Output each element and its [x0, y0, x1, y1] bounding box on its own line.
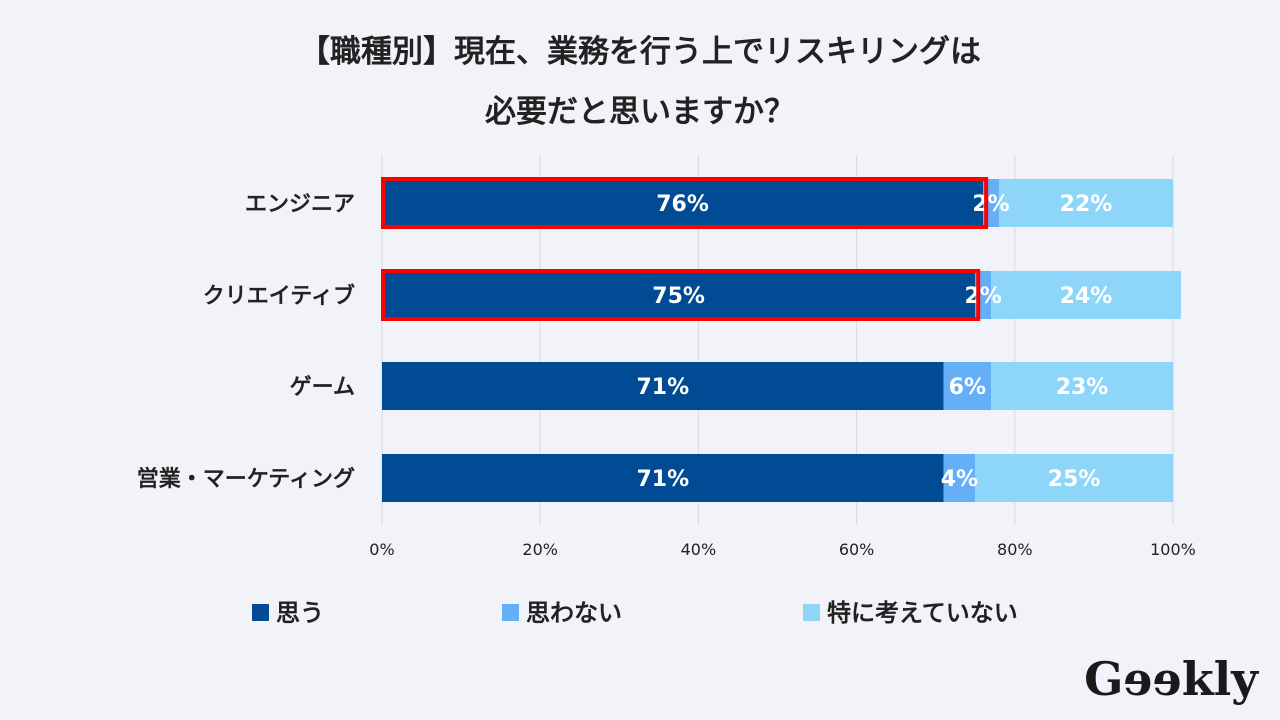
bar-segment — [975, 454, 1173, 502]
data-label: 2% — [972, 192, 1009, 217]
category-label: 営業・マーケティング — [137, 466, 355, 492]
bar-segment — [991, 362, 1173, 410]
highlight-box — [381, 269, 981, 321]
bar-segment — [382, 271, 976, 319]
data-label: 4% — [941, 467, 978, 492]
data-label: 25% — [1048, 467, 1101, 492]
x-tick-label: 60% — [839, 540, 875, 559]
x-tick-label: 80% — [997, 540, 1033, 559]
data-label: 23% — [1056, 375, 1109, 400]
data-label: 22% — [1060, 192, 1113, 217]
legend-swatch — [252, 604, 269, 621]
data-label: 71% — [636, 375, 689, 400]
bar-segment — [382, 362, 944, 410]
legend-label: 思わない — [526, 599, 622, 627]
bar-segment — [382, 454, 944, 502]
category-label: エンジニア — [245, 192, 355, 217]
legend-swatch — [502, 604, 519, 621]
data-label: 24% — [1060, 284, 1113, 309]
data-label: 71% — [636, 467, 689, 492]
data-label: 76% — [656, 192, 709, 217]
geekly-logo: Geekly — [1084, 652, 1258, 706]
category-label: クリエイティブ — [203, 283, 355, 309]
x-tick-label: 40% — [681, 540, 717, 559]
title-line-1: 【職種別】現在、業務を行う上でリスキリングは — [299, 34, 981, 70]
title-line-2: 必要だと思いますか？ — [485, 94, 795, 130]
bar-segment — [998, 179, 1173, 227]
category-label: ゲーム — [290, 375, 355, 400]
legend-label: 特に考えていない — [827, 599, 1018, 627]
chart-title: 【職種別】現在、業務を行う上でリスキリングは 必要だと思いますか？ — [0, 22, 1280, 142]
x-tick-label: 20% — [522, 540, 558, 559]
legend-swatch — [803, 604, 820, 621]
x-tick-label: 100% — [1150, 540, 1196, 559]
x-tick-label: 0% — [369, 540, 394, 559]
highlight-box — [381, 177, 989, 229]
bar-segment — [991, 271, 1181, 319]
bar-segment — [943, 454, 976, 502]
data-label: 75% — [652, 284, 705, 309]
bar-segment — [943, 362, 992, 410]
data-label: 6% — [949, 375, 986, 400]
data-label: 2% — [964, 284, 1001, 309]
legend-label: 思う — [276, 599, 324, 627]
bar-segment — [382, 179, 984, 227]
